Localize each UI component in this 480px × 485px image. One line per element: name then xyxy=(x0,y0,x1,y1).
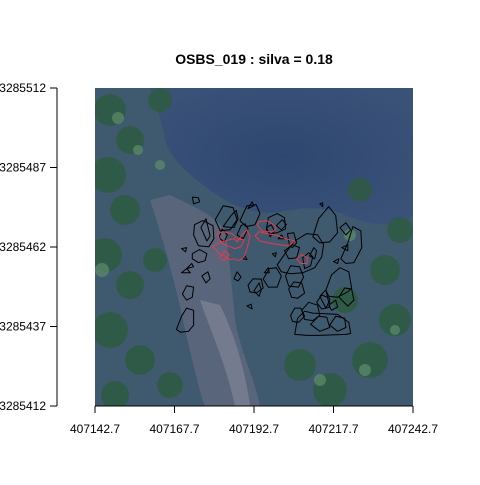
red-crown-polygon xyxy=(256,220,277,233)
y-tick-label: 3285462 xyxy=(0,240,46,254)
black-crown-polygon xyxy=(312,206,339,244)
black-crown-polygon xyxy=(316,294,331,310)
black-crown-polygon xyxy=(200,218,211,242)
black-crown-polygon xyxy=(181,285,195,301)
black-crown-polygon xyxy=(175,307,195,333)
black-crown-polygon xyxy=(288,281,306,299)
black-crown-polygon xyxy=(328,299,339,311)
y-tick-label: 3285412 xyxy=(0,399,46,413)
y-tick-label: 3285487 xyxy=(0,161,46,175)
black-crown-polygon xyxy=(319,202,324,208)
black-crown-polygon xyxy=(290,307,306,323)
black-crown-polygon xyxy=(325,267,353,298)
black-crown-polygon xyxy=(247,278,264,294)
black-crown-polygon xyxy=(233,271,242,282)
black-crown-polygon xyxy=(186,263,195,270)
x-tick-label: 407242.7 xyxy=(388,422,438,436)
black-crown-polygon xyxy=(302,252,314,270)
y-tick-label: 3285437 xyxy=(0,320,46,334)
red-crown-polygon xyxy=(218,250,230,262)
black-crown-polygon xyxy=(319,289,330,309)
black-crown-polygon xyxy=(309,247,318,260)
black-crown-polygon xyxy=(333,258,340,264)
black-crown-polygon xyxy=(284,244,300,260)
red-crown-polygon xyxy=(216,231,245,250)
x-tick-label: 407142.7 xyxy=(70,422,120,436)
black-crown-polygon xyxy=(253,282,262,297)
black-crown-polygon xyxy=(191,249,208,264)
black-crown-polygon xyxy=(294,310,352,336)
aerial-image xyxy=(95,88,413,406)
red-crown-polygon xyxy=(254,231,296,247)
black-crown-polygon xyxy=(239,204,261,228)
x-tick-label: 407192.7 xyxy=(229,422,279,436)
black-crown-polygon xyxy=(329,315,347,332)
red-crown-polygon xyxy=(296,254,309,264)
black-crown-polygon xyxy=(285,265,305,288)
black-crown-polygon xyxy=(301,301,321,321)
black-crown-polygon xyxy=(276,233,325,275)
black-crown-polygon xyxy=(181,268,191,274)
black-crown-polygon xyxy=(263,267,270,274)
black-crown-polygon xyxy=(265,213,286,235)
chart-title: OSBS_019 : silva = 0.18 xyxy=(175,51,333,67)
black-crown-polygon xyxy=(181,247,188,253)
red-crown-polygon xyxy=(211,229,251,262)
black-crown-polygon xyxy=(338,287,355,307)
black-crown-polygon xyxy=(246,303,253,310)
y-axis: 3285412 3285437 3285462 3285487 3285512 xyxy=(0,81,58,413)
y-tick-label: 3285512 xyxy=(0,81,46,95)
black-crown-polygon xyxy=(310,315,331,332)
crown-polygons xyxy=(175,196,363,336)
black-crown-polygon xyxy=(201,271,211,284)
x-tick-label: 407217.7 xyxy=(308,422,358,436)
black-crown-polygon xyxy=(340,226,363,264)
black-crown-polygon xyxy=(262,267,282,288)
black-crown-polygon xyxy=(271,252,277,258)
black-crown-polygon xyxy=(214,205,238,232)
black-crown-polygon xyxy=(191,196,201,205)
black-crown-polygon xyxy=(275,219,287,231)
black-crown-polygon xyxy=(339,222,352,236)
x-axis: 407142.7 407167.7 407192.7 407217.7 407242.7 xyxy=(70,405,438,436)
x-tick-label: 407167.7 xyxy=(149,422,199,436)
